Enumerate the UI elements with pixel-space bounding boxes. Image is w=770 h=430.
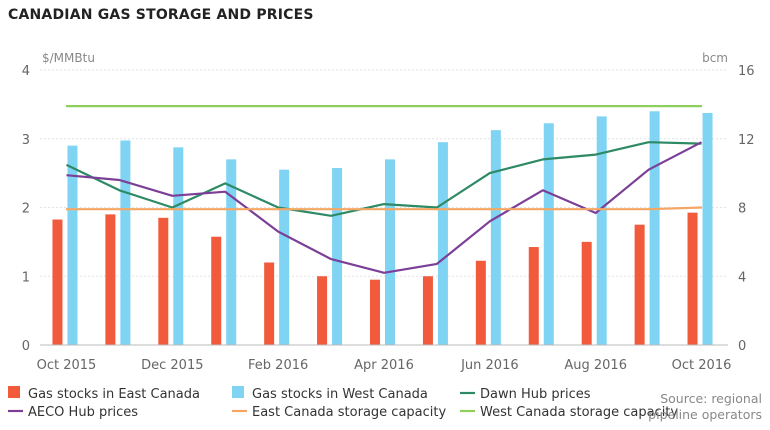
- legend-label: West Canada storage capacity: [480, 405, 678, 420]
- x-tick-label: Aug 2016: [564, 358, 627, 373]
- bar: [52, 219, 63, 345]
- bar: [702, 112, 713, 345]
- series-line: [66, 141, 703, 274]
- bar: [385, 159, 395, 345]
- bar: [490, 130, 501, 345]
- line-series: [66, 104, 703, 274]
- bar: [437, 142, 448, 345]
- bar: [173, 147, 184, 345]
- bar: [475, 260, 486, 345]
- y-right-tick-label: 16: [738, 64, 755, 79]
- source-line-2: pipeline operators: [648, 407, 762, 422]
- legend-swatch: [232, 386, 244, 398]
- bar-series: [52, 111, 713, 345]
- x-tick-label: Dec 2015: [141, 358, 203, 373]
- y-right-tick-label: 0: [738, 339, 746, 354]
- y-right-tick-label: 4: [738, 270, 746, 285]
- x-tick-label: Feb 2016: [248, 358, 308, 373]
- y-left-tick-label: 0: [22, 339, 30, 354]
- bar: [264, 262, 275, 345]
- series-line: [66, 206, 703, 211]
- bar: [67, 145, 78, 345]
- legend-label: East Canada storage capacity: [252, 405, 446, 420]
- legend-swatch: [8, 386, 20, 398]
- chart-title: CANADIAN GAS STORAGE AND PRICES: [8, 7, 314, 23]
- bar: [687, 212, 698, 345]
- bar: [279, 169, 290, 345]
- y-right-tick-label: 8: [738, 202, 746, 217]
- x-tick-label: Oct 2015: [37, 358, 97, 373]
- series-line: [66, 141, 702, 217]
- legend: Gas stocks in East Canada Gas stocks in W…: [8, 386, 678, 420]
- x-tick-label: Jun 2016: [460, 358, 519, 373]
- bar: [211, 236, 222, 345]
- bar: [332, 167, 343, 345]
- bar: [226, 159, 237, 345]
- bar: [543, 123, 554, 345]
- bar: [317, 276, 328, 345]
- bar: [596, 116, 607, 345]
- bar: [649, 111, 660, 345]
- gridlines: [40, 69, 728, 277]
- y-right-unit-label: bcm: [702, 51, 728, 65]
- legend-label: Gas stocks in West Canada: [252, 387, 428, 402]
- y-left-tick-label: 1: [22, 270, 30, 285]
- bar: [422, 276, 433, 345]
- bar: [581, 241, 592, 345]
- bar: [634, 224, 645, 345]
- y-left-tick-label: 3: [22, 133, 30, 148]
- x-tick-label: Oct 2016: [672, 358, 732, 373]
- source-line-1: Source: regional: [660, 391, 762, 406]
- legend-label: AECO Hub prices: [28, 405, 138, 420]
- legend-label: Dawn Hub prices: [480, 387, 591, 402]
- source-note: Source: regional pipeline operators: [648, 391, 762, 423]
- bar: [105, 214, 116, 345]
- y-right-tick-label: 12: [738, 133, 755, 148]
- y-left-tick-label: 4: [22, 64, 30, 79]
- y-left-tick-label: 2: [22, 202, 30, 217]
- bar: [120, 140, 131, 345]
- bar: [370, 279, 380, 345]
- legend-label: Gas stocks in East Canada: [28, 387, 200, 402]
- y-left-unit-label: $/MMBtu: [42, 51, 95, 65]
- x-tick-label: Apr 2016: [354, 358, 414, 373]
- bar: [158, 217, 169, 345]
- bar: [528, 247, 539, 345]
